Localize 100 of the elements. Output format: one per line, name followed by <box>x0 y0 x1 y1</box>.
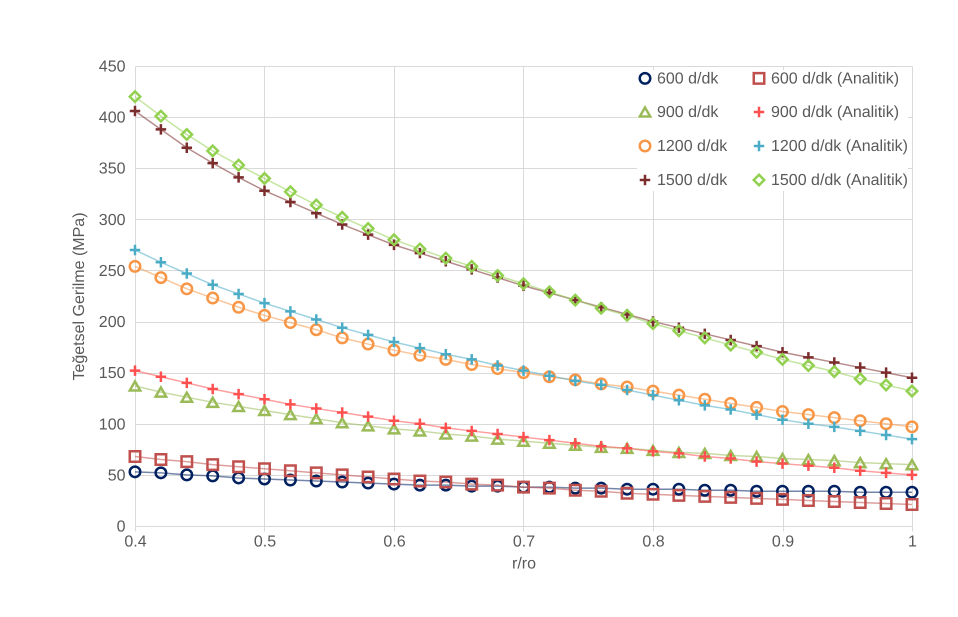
point <box>232 170 246 184</box>
y-tick-label: 350 <box>98 160 126 178</box>
point <box>258 172 271 185</box>
point <box>465 260 478 273</box>
point <box>232 460 246 474</box>
x-tick-label: 0.9 <box>772 534 794 550</box>
point <box>154 466 168 480</box>
y-tick-label: 200 <box>98 314 126 332</box>
point <box>750 400 764 414</box>
point <box>880 497 893 510</box>
point <box>906 468 918 482</box>
point <box>284 316 297 330</box>
point <box>672 488 686 502</box>
point <box>854 464 867 478</box>
point <box>802 454 815 466</box>
point <box>388 336 400 348</box>
point <box>906 432 918 446</box>
point <box>232 158 246 172</box>
point <box>698 450 712 463</box>
point <box>232 287 246 300</box>
point <box>439 421 452 434</box>
point <box>336 331 349 344</box>
x-tick-label: 0.4 <box>124 534 147 550</box>
point <box>413 417 426 430</box>
point <box>776 413 789 426</box>
point <box>206 156 220 170</box>
point <box>336 406 349 420</box>
point <box>750 455 764 468</box>
point <box>724 452 738 466</box>
x-tick-label: 0.7 <box>512 534 536 550</box>
point <box>362 328 375 342</box>
point <box>802 459 815 472</box>
y-tick-label: 150 <box>98 365 126 382</box>
point <box>284 408 297 420</box>
point <box>491 428 504 440</box>
point <box>388 233 400 246</box>
point <box>413 242 426 256</box>
point <box>880 466 893 480</box>
legend-label: 600 d/dk <box>657 70 720 88</box>
point <box>776 457 789 470</box>
point <box>128 450 142 463</box>
point <box>672 324 686 338</box>
y-tick-label: 450 <box>98 58 126 76</box>
point <box>439 476 452 489</box>
point <box>232 388 246 401</box>
point <box>258 296 271 310</box>
point <box>336 321 349 334</box>
point <box>439 252 452 265</box>
point <box>206 469 220 482</box>
legend-label: 1200 d/dk (Analitik) <box>771 138 908 155</box>
point <box>802 417 815 430</box>
point <box>906 486 918 499</box>
x-tick-label: 0.8 <box>642 534 665 550</box>
point <box>258 392 271 406</box>
point <box>180 267 194 280</box>
point <box>232 400 246 412</box>
point <box>828 365 841 378</box>
point <box>465 424 478 438</box>
point <box>854 361 867 374</box>
point <box>258 462 271 476</box>
x-tick-label: 1 <box>908 534 918 550</box>
point <box>854 496 867 509</box>
point <box>776 405 789 418</box>
point <box>284 185 297 198</box>
point <box>413 474 426 488</box>
point <box>594 484 608 498</box>
y-tick-label: 50 <box>108 467 126 484</box>
point <box>362 470 375 484</box>
point <box>310 412 323 424</box>
point <box>206 292 220 305</box>
point <box>906 498 918 512</box>
y-tick-label: 0 <box>116 518 126 536</box>
point <box>828 411 841 424</box>
point <box>646 388 660 402</box>
point <box>828 461 841 474</box>
point <box>828 454 841 466</box>
legend-label: 900 d/dk <box>657 104 720 121</box>
point <box>880 458 893 470</box>
point <box>724 402 738 416</box>
y-axis-title: Teğetsel Gerilme (MPa) <box>70 212 88 381</box>
point <box>206 144 220 158</box>
point <box>698 331 712 344</box>
point <box>388 414 400 428</box>
point <box>880 366 893 380</box>
point <box>284 464 297 478</box>
point <box>906 458 918 470</box>
point <box>180 468 194 482</box>
x-tick-label: 0.5 <box>254 534 276 550</box>
point <box>698 398 712 412</box>
point <box>180 282 194 296</box>
point <box>906 384 918 398</box>
y-tick-label: 250 <box>98 262 126 280</box>
y-tick-label: 100 <box>98 416 126 434</box>
point <box>206 458 220 472</box>
point <box>646 488 660 501</box>
point <box>206 382 220 396</box>
point <box>620 486 634 500</box>
point <box>388 472 400 486</box>
legend-label: 600 d/dk (Analitik) <box>771 70 900 88</box>
point <box>154 122 168 136</box>
